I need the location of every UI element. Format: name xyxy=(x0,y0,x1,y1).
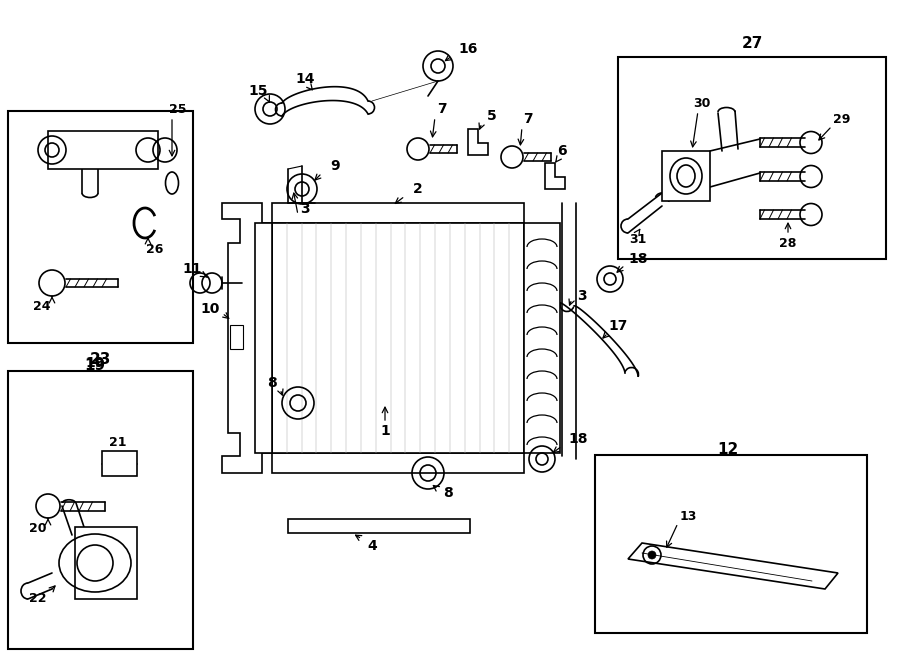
Text: 18: 18 xyxy=(568,432,588,446)
Text: 24: 24 xyxy=(33,299,50,313)
Text: 3: 3 xyxy=(301,202,310,216)
Text: 18: 18 xyxy=(628,252,648,266)
Text: 7: 7 xyxy=(523,112,533,126)
Text: 16: 16 xyxy=(458,42,478,56)
Text: 9: 9 xyxy=(330,159,340,173)
Text: 6: 6 xyxy=(557,144,567,158)
Bar xyxy=(272,203,524,223)
Text: 30: 30 xyxy=(693,97,711,110)
Text: 21: 21 xyxy=(109,436,127,449)
Text: 19: 19 xyxy=(86,356,104,370)
Text: 29: 29 xyxy=(833,112,850,126)
Text: 20: 20 xyxy=(29,522,47,535)
Bar xyxy=(48,131,158,169)
Text: 27: 27 xyxy=(742,36,762,50)
Bar xyxy=(8,371,193,649)
Text: 31: 31 xyxy=(629,233,647,245)
Text: 26: 26 xyxy=(147,243,164,256)
Text: 2: 2 xyxy=(413,182,423,196)
Bar xyxy=(102,451,137,476)
Text: 11: 11 xyxy=(182,262,202,276)
Text: 4: 4 xyxy=(367,539,377,553)
Bar xyxy=(524,223,560,453)
Bar xyxy=(662,151,710,201)
Text: 25: 25 xyxy=(169,102,187,116)
Bar xyxy=(230,325,243,349)
Text: 28: 28 xyxy=(779,237,796,249)
Text: 13: 13 xyxy=(680,510,697,522)
Bar xyxy=(272,453,524,473)
Text: 10: 10 xyxy=(201,302,220,316)
Bar xyxy=(272,223,524,453)
Text: 14: 14 xyxy=(295,72,315,86)
Text: 22: 22 xyxy=(29,592,47,605)
Bar xyxy=(255,223,272,453)
Bar xyxy=(618,57,886,259)
Text: 19: 19 xyxy=(85,358,105,373)
Text: 15: 15 xyxy=(248,84,268,98)
Text: 12: 12 xyxy=(717,442,739,457)
Bar xyxy=(8,111,193,343)
Text: 1: 1 xyxy=(380,424,390,438)
Text: 8: 8 xyxy=(443,486,453,500)
Bar xyxy=(595,455,867,633)
Bar xyxy=(288,519,470,533)
Text: 8: 8 xyxy=(267,376,277,390)
Text: 17: 17 xyxy=(608,319,627,333)
Circle shape xyxy=(648,551,656,559)
Text: 7: 7 xyxy=(437,102,446,116)
Text: 5: 5 xyxy=(487,109,497,123)
Text: 23: 23 xyxy=(89,352,111,366)
Text: 3: 3 xyxy=(577,289,587,303)
Bar xyxy=(75,527,137,599)
